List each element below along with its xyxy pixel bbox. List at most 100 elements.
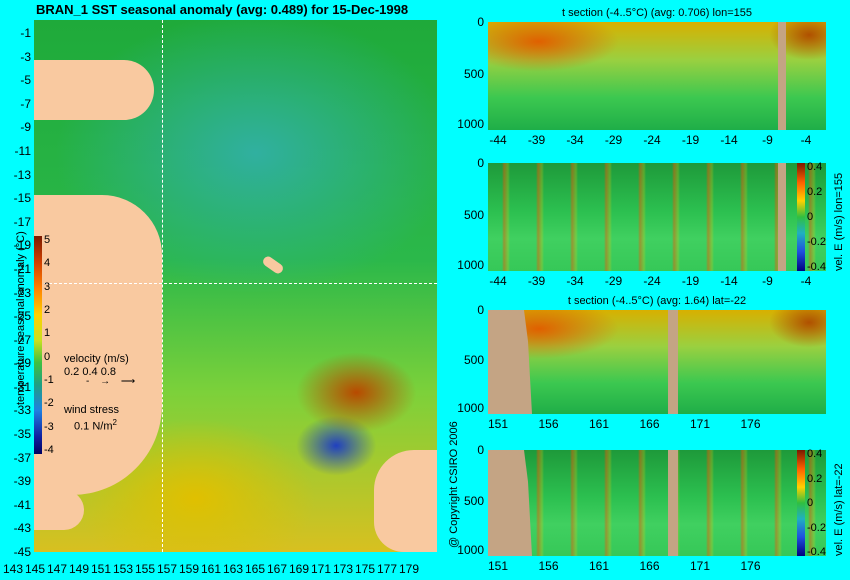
crosshair-lon — [162, 20, 163, 552]
vel-e-lon-x-tick: -39 — [527, 274, 546, 288]
vel-e-lat-y-tick: 500 — [463, 493, 484, 508]
vel-e-lon-y-tick: 500 — [463, 207, 484, 222]
lon-tick-label: 159 — [178, 562, 200, 576]
vel-e-lat-field — [488, 450, 826, 556]
lat-tick-label: -39 — [13, 474, 31, 489]
t-section-lat-x-tick: 171 — [689, 417, 711, 431]
lat-tick-label: -17 — [13, 214, 31, 229]
vel-e-lat-cbar-tick: 0 — [807, 497, 814, 509]
vel-e-lat-x-tick: 151 — [487, 559, 509, 573]
vel-e-lat-cbar-tick: -0.4 — [807, 546, 826, 558]
lon-tick-label: 157 — [156, 562, 178, 576]
vel-e-lon-y-tick: 0 — [477, 156, 484, 170]
t-section-lon-title: t section (-4..5°C) (avg: 0.706) lon=155 — [562, 7, 752, 19]
new-zealand-landmass — [374, 450, 437, 552]
t-section-lon-x-tick: -34 — [566, 133, 584, 147]
vel-e-lat-x-tick: 171 — [689, 559, 711, 573]
lat-tick-label: -33 — [13, 403, 31, 418]
copyright-text: @ Copyright CSIRO 2006 — [448, 421, 460, 548]
wind-legend-value: 0.1 N/m2 — [74, 418, 117, 433]
lat-tick-label: -25 — [13, 309, 31, 324]
vel-e-lat-cbar-tick: 0.2 — [807, 472, 823, 485]
sst-anomaly-map: velocity (m/s) 0.2 0.4 0.8 - → ⟶ wind st… — [34, 20, 437, 552]
vel-e-lon-land-mask — [778, 163, 786, 271]
t-section-lat-y-tick: 1000 — [457, 401, 484, 415]
lon-tick-label: 145 — [24, 562, 46, 576]
t-section-lat-title: t section (-4..5°C) (avg: 1.64) lat=-22 — [567, 295, 747, 307]
vel-e-lat-plot — [488, 450, 826, 556]
velocity-legend-values: 0.2 0.4 0.8 — [64, 366, 116, 378]
t-section-lon-y-tick: 1000 — [457, 117, 484, 131]
t-section-lon-x-tick: -19 — [681, 133, 700, 147]
colorbar-tick-label: 1 — [44, 327, 51, 340]
t-section-lat-land-mask — [668, 310, 678, 414]
vel-e-lat-coast-mask — [488, 450, 532, 556]
colorbar-tick-label: -3 — [44, 420, 54, 433]
t-section-lat-y-tick: 0 — [477, 303, 484, 317]
wind-legend-title: wind stress — [64, 404, 120, 416]
colorbar-tick-label: -2 — [44, 397, 54, 410]
t-section-lat-x-tick: 156 — [538, 417, 559, 431]
vel-e-lat-x-tick: 176 — [740, 559, 761, 573]
vel-e-lat-y-tick: 0 — [477, 443, 484, 457]
t-section-lon-y-tick: 0 — [477, 15, 484, 29]
vel-e-lon-x-tick: -19 — [681, 274, 700, 288]
vel-e-lon-x-tick: -9 — [762, 274, 773, 288]
t-section-lat-x-tick: 161 — [588, 417, 610, 431]
vel-e-lon-x-tick: -4 — [800, 274, 812, 288]
lat-tick-label: -13 — [13, 167, 31, 182]
vel-e-lon-cbar-tick: 0.4 — [807, 161, 823, 173]
t-section-lon-x-tick: -9 — [762, 133, 773, 147]
vel-e-lon-x-tick: -29 — [604, 274, 623, 288]
lat-tick-label: -19 — [13, 238, 31, 253]
vel-e-lon-cbar-tick: -0.4 — [807, 261, 826, 273]
colorbar-tick-label: -1 — [44, 374, 54, 386]
t-section-lon-land-mask — [778, 22, 786, 130]
lon-tick-label: 177 — [376, 562, 398, 576]
vel-e-lat-colorbar — [797, 450, 805, 556]
colorbar-tick-label: -4 — [44, 444, 54, 456]
lon-tick-label: 167 — [266, 562, 288, 576]
lat-tick-label: -5 — [20, 73, 31, 88]
lon-tick-label: 173 — [332, 562, 354, 576]
colorbar-tick-label: 5 — [44, 234, 51, 246]
vel-e-lon-field — [488, 163, 826, 271]
t-section-lon-y-tick: 500 — [463, 66, 484, 81]
vel-e-lon-cbar-tick: 0.2 — [807, 186, 823, 198]
lat-tick-label: -7 — [20, 96, 31, 111]
australia-landmass — [34, 195, 162, 495]
colorbar-tick-label: 0 — [44, 350, 51, 363]
lon-tick-label: 153 — [112, 562, 134, 576]
lon-tick-label: 179 — [398, 562, 420, 576]
tasmania-landmass — [34, 490, 84, 530]
t-section-lon-x-tick: -14 — [720, 133, 738, 147]
t-section-lat-coast-mask — [488, 310, 532, 414]
lon-tick-label: 165 — [244, 562, 266, 576]
lat-tick-label: -11 — [14, 143, 31, 158]
vel-e-lat-land-mask — [668, 450, 678, 556]
t-section-lon-x-tick: -4 — [800, 133, 812, 147]
vel-e-lon-x-tick: -14 — [720, 274, 738, 288]
lat-tick-label: -15 — [13, 191, 31, 206]
lat-tick-label: -9 — [20, 120, 31, 135]
lat-tick-label: -45 — [13, 545, 31, 559]
colorbar-tick-label: 3 — [44, 280, 51, 293]
lat-tick-label: -31 — [13, 379, 31, 394]
colorbar-tick-label: 2 — [44, 304, 51, 316]
vel-e-lon-cbar-tick: -0.2 — [807, 236, 826, 248]
lat-tick-label: -29 — [13, 356, 31, 371]
new-caledonia-landmass — [261, 254, 285, 276]
crosshair-lat — [34, 283, 437, 284]
lon-tick-label: 151 — [90, 562, 112, 576]
lon-tick-label: 143 — [2, 562, 24, 576]
lat-tick-label: -27 — [13, 332, 31, 347]
t-section-lon-plot — [488, 22, 826, 130]
lat-tick-label: -23 — [13, 285, 31, 300]
t-section-lat-x-tick: 151 — [487, 417, 509, 431]
lat-tick-label: -35 — [13, 427, 31, 442]
t-section-lat-x-tick: 166 — [639, 417, 660, 431]
vel-e-lon-colorbar — [797, 163, 805, 271]
vel-e-lon-plot — [488, 163, 826, 271]
vel-e-lon-x-tick: -44 — [489, 274, 507, 288]
vel-e-lat-cbar-label: vel. E (m/s) lat=-22 — [833, 463, 845, 556]
